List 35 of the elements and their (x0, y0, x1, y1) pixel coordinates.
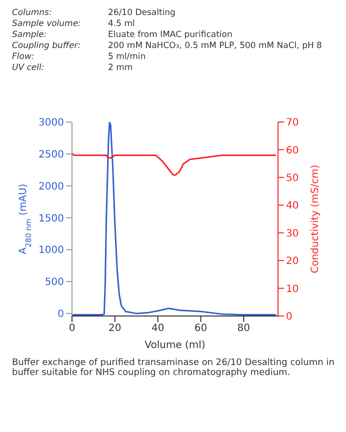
y-tick-label: 3000 (38, 118, 64, 129)
text: 26/10 Desalting (108, 8, 176, 19)
y2-tick-label: 20 (286, 256, 299, 268)
x-tick-label: 0 (68, 323, 76, 334)
y2-tick-label: 30 (286, 228, 299, 240)
x-axis-title: Volume (ml) (144, 340, 206, 351)
x-tick-label: 60 (194, 323, 208, 334)
text: Eluate from IMAC purification (108, 30, 234, 41)
y-tick-label: 0 (58, 308, 64, 320)
y2-tick-label: 70 (286, 118, 299, 129)
y-tick-label: 1500 (38, 213, 64, 224)
y2-tick-label: 60 (286, 145, 299, 156)
y-tick-label: 500 (44, 277, 64, 288)
text: 2 mm (108, 63, 134, 74)
y-tick-label: 2000 (38, 181, 64, 192)
y2-tick-label: 10 (286, 284, 299, 295)
text: 4.5 ml (108, 19, 136, 30)
text: 200 mM NaHCO₃, 0.5 mM PLP, 500 mM NaCl, pH 8 (108, 41, 322, 52)
y-tick-label: 2500 (38, 149, 64, 160)
y2-tick-label: 50 (286, 172, 299, 184)
text: Sample volume: (12, 19, 82, 30)
y2-tick-label: 0 (286, 312, 292, 323)
y2-tick-label: 40 (286, 200, 299, 212)
x-tick-label: 80 (237, 323, 250, 334)
text: Buffer exchange of purified transaminase on 26/10 Desalting column in buffer suitable for NHS coupling on chromatography medium. (12, 358, 336, 378)
text: 5 ml/min (108, 52, 147, 63)
text: Flow: (12, 52, 36, 63)
x-tick-label: 20 (108, 323, 122, 334)
y2-axis-title: Conductivity (mS/cm) (310, 164, 321, 274)
y-tick-label: 1000 (38, 245, 64, 256)
text: Columns: (12, 8, 53, 19)
text: Sample: (12, 30, 48, 41)
x-tick-label: 40 (151, 323, 164, 334)
text: UV cell: (12, 63, 46, 74)
text: Coupling buffer: (12, 41, 82, 52)
